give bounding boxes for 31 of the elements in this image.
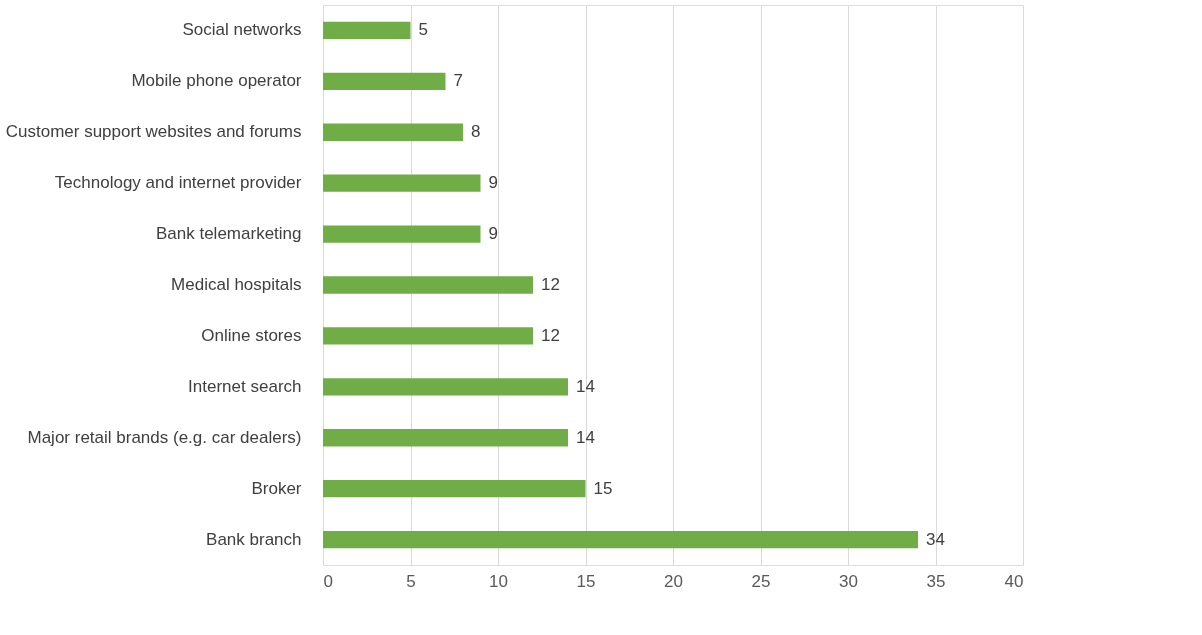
y-tick-label: Technology and internet provider xyxy=(54,173,302,193)
data-label: 12 xyxy=(541,275,560,294)
data-label: 15 xyxy=(593,478,613,498)
x-tick-label: 30 xyxy=(839,571,858,591)
data-label: 34 xyxy=(926,529,945,549)
y-tick-label: Major retail brands (e.g. car dealers) xyxy=(27,427,302,447)
data-label: 12 xyxy=(541,325,560,345)
y-tick-label: Mobile phone operator xyxy=(131,71,302,91)
x-tick-label: 35 xyxy=(926,571,946,591)
y-tick-label: Bank telemarketing xyxy=(155,224,302,244)
y-tick-label: Social networks xyxy=(182,20,302,40)
x-tick-label: 15 xyxy=(576,571,596,591)
data-label: 14 xyxy=(576,427,595,447)
y-tick-label: Bank branch xyxy=(206,529,302,549)
x-tick-label: 40 xyxy=(1004,571,1024,591)
y-tick-label: Medical hospitals xyxy=(171,275,302,294)
x-tick-label: 0 xyxy=(323,571,333,591)
y-tick-label: Broker xyxy=(251,478,302,498)
x-tick-label: 5 xyxy=(406,571,416,591)
data-label: 8 xyxy=(471,122,481,142)
data-label: 9 xyxy=(488,224,498,244)
x-tick-label: 20 xyxy=(664,571,683,591)
x-tick-label: 25 xyxy=(751,571,771,591)
data-label: 7 xyxy=(453,71,463,91)
data-label: 5 xyxy=(418,20,428,40)
y-tick-label: Customer support websites and forums xyxy=(5,122,302,142)
x-tick-label: 10 xyxy=(489,571,508,591)
data-label: 9 xyxy=(488,173,498,193)
data-label: 14 xyxy=(576,376,595,396)
y-tick-label: Internet search xyxy=(188,376,302,396)
y-tick-label: Online stores xyxy=(201,325,302,345)
